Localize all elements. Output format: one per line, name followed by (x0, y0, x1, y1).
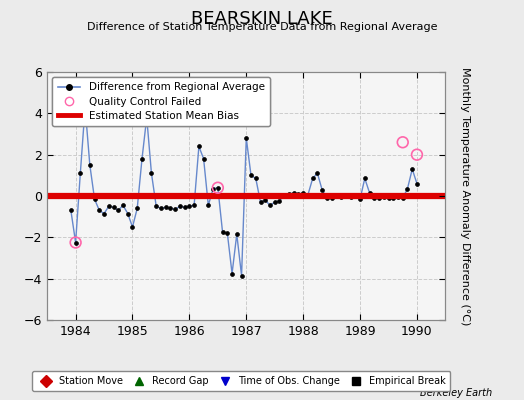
Text: BEARSKIN LAKE: BEARSKIN LAKE (191, 10, 333, 28)
Text: Difference of Station Temperature Data from Regional Average: Difference of Station Temperature Data f… (87, 22, 437, 32)
Y-axis label: Monthly Temperature Anomaly Difference (°C): Monthly Temperature Anomaly Difference (… (460, 67, 470, 325)
Legend: Station Move, Record Gap, Time of Obs. Change, Empirical Break: Station Move, Record Gap, Time of Obs. C… (31, 372, 451, 391)
Point (399, 139, 407, 146)
Text: Berkeley Earth: Berkeley Earth (420, 388, 493, 398)
Point (71, 239, 80, 246)
Legend: Difference from Regional Average, Quality Control Failed, Estimated Station Mean: Difference from Regional Average, Qualit… (52, 77, 270, 126)
Point (214, 184, 222, 191)
Point (413, 152, 421, 158)
